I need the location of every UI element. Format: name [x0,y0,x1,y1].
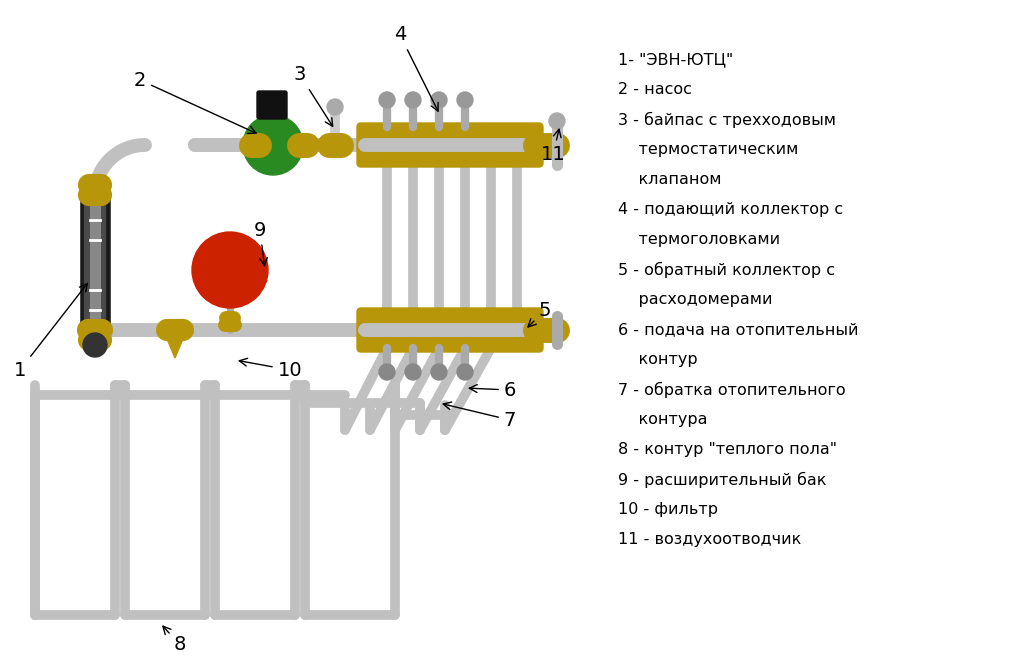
Text: контур: контур [618,352,697,367]
Circle shape [549,113,565,129]
Text: 1- "ЭВН-ЮТЦ": 1- "ЭВН-ЮТЦ" [618,52,733,67]
Text: 2: 2 [134,71,256,134]
Text: расходомерами: расходомерами [618,292,772,307]
Circle shape [406,364,421,380]
Circle shape [243,115,303,175]
Text: 1: 1 [13,283,87,380]
Circle shape [457,92,473,108]
Text: 11: 11 [541,129,565,165]
Circle shape [431,92,447,108]
Text: 6 - подача на отопительный: 6 - подача на отопительный [618,322,858,337]
Text: 4: 4 [394,26,438,111]
Circle shape [406,92,421,108]
Text: термостатическим: термостатическим [618,142,799,157]
Text: клапаном: клапаном [618,172,722,187]
Text: 5: 5 [528,301,551,327]
Text: 9: 9 [254,221,267,266]
Text: 9 - расширительный бак: 9 - расширительный бак [618,472,826,488]
Text: 11 - воздухоотводчик: 11 - воздухоотводчик [618,532,801,547]
FancyBboxPatch shape [357,123,543,167]
Text: 3 - байпас с трехходовым: 3 - байпас с трехходовым [618,112,836,128]
Circle shape [327,99,343,115]
Circle shape [83,333,106,357]
Text: 8 - контур "теплого пола": 8 - контур "теплого пола" [618,442,837,457]
Text: 7 - обратка отопительного: 7 - обратка отопительного [618,382,846,398]
Circle shape [379,92,395,108]
Text: термоголовками: термоголовками [618,232,780,247]
Text: 5 - обратный коллектор с: 5 - обратный коллектор с [618,262,835,278]
Text: 10 - фильтр: 10 - фильтр [618,502,718,517]
Text: 2 - насос: 2 - насос [618,82,692,97]
Text: 7: 7 [443,402,516,430]
Text: 3: 3 [294,65,333,127]
Circle shape [193,232,268,308]
Text: 6: 6 [469,380,516,399]
Circle shape [379,364,395,380]
FancyBboxPatch shape [257,91,287,119]
Polygon shape [165,334,185,358]
Text: 10: 10 [240,358,302,380]
Circle shape [325,135,345,155]
Text: 4 - подающий коллектор с: 4 - подающий коллектор с [618,202,843,217]
Circle shape [431,364,447,380]
FancyBboxPatch shape [357,308,543,352]
Circle shape [457,364,473,380]
Text: 8: 8 [163,626,186,654]
Text: контура: контура [618,412,708,427]
